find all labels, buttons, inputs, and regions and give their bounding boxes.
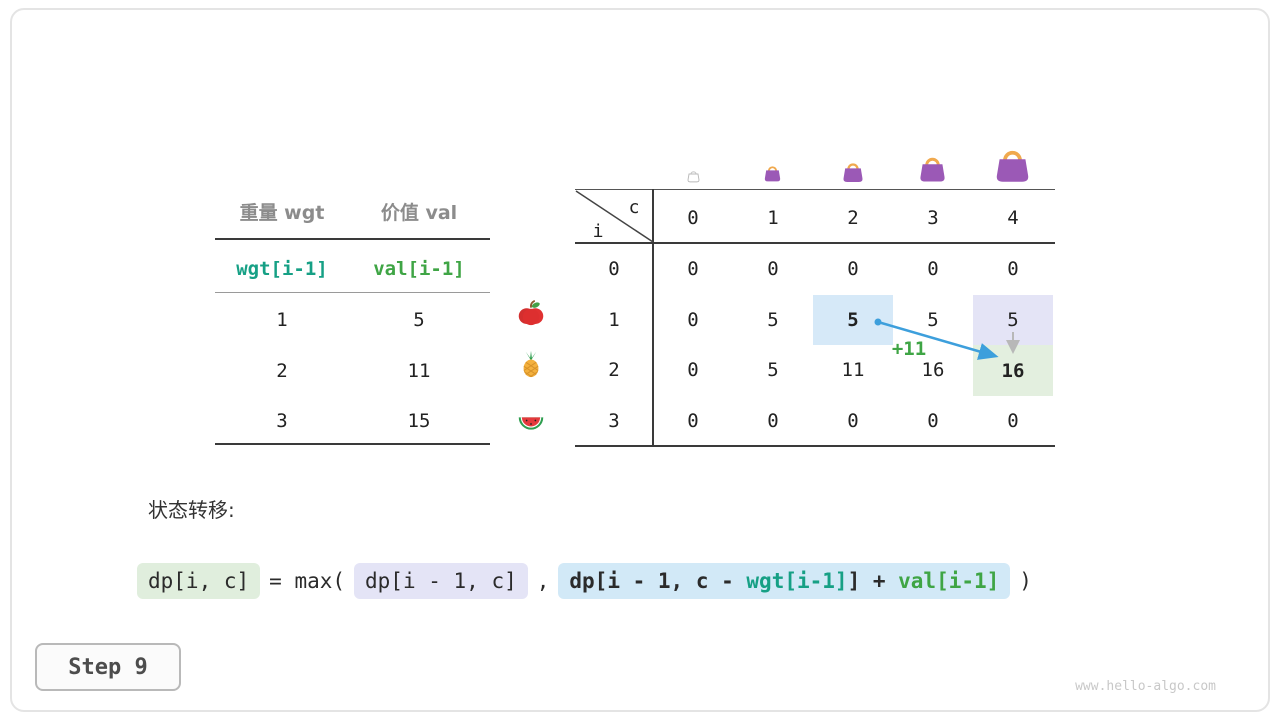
transition-annotation: +11 [891,338,927,360]
item-row-weight: 2 [276,360,288,382]
dp-cell-r1c1: 5 [767,309,779,331]
item-row-weight: 1 [276,309,288,331]
formula-comma: , [536,569,550,593]
dp-row-header: 3 [608,410,620,432]
state-transition-formula: dp[i, c] = max( dp[i - 1, c] , dp[i - 1,… [137,560,1032,602]
dp-cell-r3c1: 0 [767,410,779,432]
item-row-value: 5 [413,309,425,331]
items-wgt-var: wgt[i-1] [236,258,328,280]
watermark: www.hello-algo.com [1075,679,1216,694]
item-row-value: 15 [407,410,431,432]
bag-capacity-4-icon [991,142,1034,189]
dp-cell-r0c1: 0 [767,258,779,280]
dp-corner-row-var: i [592,220,604,242]
dp-cell-r3c0: 0 [687,410,699,432]
dp-cell-r2c1: 5 [767,359,779,381]
dp-row-header: 1 [608,309,620,331]
dp-cell-r1c4-highlight-above: 5 [973,295,1053,345]
items-weight-header: 重量 wgt [239,201,325,224]
watermelon-icon [517,406,545,434]
dp-col-header: 2 [847,207,859,229]
dp-col-header: 3 [927,207,939,229]
formula-term2-wgt: wgt[i-1] [746,569,848,593]
pineapple-icon [517,350,545,378]
dp-cell-r0c2: 0 [847,258,859,280]
dp-cell-r0c0: 0 [687,258,699,280]
dp-col-header: 1 [767,207,779,229]
formula-term1-chip: dp[i - 1, c] [354,563,528,599]
dp-cell-r1c3: 5 [927,309,939,331]
dp-col-header: 0 [687,207,699,229]
dp-cell-r0c4: 0 [1007,258,1019,280]
dp-col-header: 4 [1007,207,1019,229]
formula-close-paren: ) [1019,569,1032,593]
dp-cell-r0c3: 0 [927,258,939,280]
dp-cell-r2c2: 11 [841,359,865,381]
item-row-weight: 3 [276,410,288,432]
dp-cell-r3c2: 0 [847,410,859,432]
bag-capacity-2-icon [840,158,866,188]
dp-row-header: 2 [608,359,620,381]
dp-table-vertical-rule [652,189,654,447]
dp-cell-r1c2-highlight-source: 5 [813,295,893,345]
dp-cell-r2c0: 0 [687,359,699,381]
apple-icon [517,299,545,327]
formula-term2-chip: dp[i - 1, c - wgt[i-1]] + val[i-1] [558,563,1011,599]
step-badge: Step 9 [35,643,181,691]
items-table-mid-rule [215,292,490,293]
dp-cell-r1c0: 0 [687,309,699,331]
dp-corner-col-var: c [628,196,640,218]
dp-cell-r2c3: 16 [921,359,945,381]
items-table-bottom-rule [215,443,490,445]
dp-cell-r2c4-highlight-target: 16 [973,345,1053,396]
bag-capacity-3-icon [916,151,949,188]
items-value-header: 价值 val [380,201,458,224]
dp-table-top-rule [575,189,1055,190]
dp-row-header: 0 [608,258,620,280]
item-row-value: 11 [407,360,431,382]
dp-table-bottom-rule [575,445,1055,447]
items-val-var: val[i-1] [373,258,465,280]
formula-term2-prefix: dp[i - 1, c - [569,569,747,593]
dp-cell-r3c3: 0 [927,410,939,432]
bag-capacity-0-icon [686,168,701,187]
formula-term2-mid: ] + [847,569,899,593]
state-transition-label: 状态转移: [148,497,235,522]
items-table-header-rule [215,238,490,240]
dp-cell-r3c4: 0 [1007,410,1019,432]
formula-dp-current-chip: dp[i, c] [137,563,261,599]
formula-term2-val: val[i-1] [898,569,1000,593]
dp-table-header-rule [575,242,1055,244]
formula-operator: = max( [269,569,346,593]
figure-border [10,8,1270,712]
bag-capacity-1-icon [762,162,783,187]
